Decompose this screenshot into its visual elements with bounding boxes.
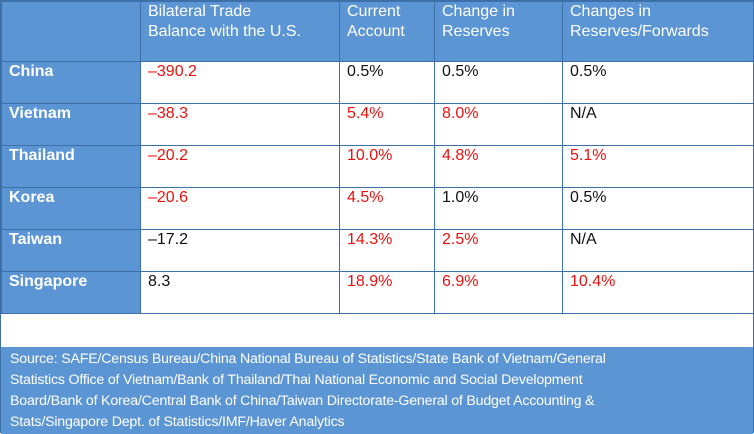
country-cell: Vietnam [1, 103, 141, 146]
header-cell-current-account: Current Account [339, 1, 435, 62]
value-cell: 10.4% [562, 271, 754, 314]
source-line: Board/Bank of Korea/Central Bank of Chin… [10, 393, 595, 409]
source-note: Source: SAFE/Census Bureau/China Nationa… [1, 347, 753, 434]
value-cell: 4.5% [339, 187, 435, 230]
country-cell: Thailand [1, 145, 141, 188]
table-row: Singapore 8.3 18.9% 6.9% 10.4% [1, 271, 754, 314]
value-cell: –20.2 [140, 145, 340, 188]
table-row: Thailand –20.2 10.0% 4.8% 5.1% [1, 145, 754, 188]
value-cell: N/A [562, 103, 754, 146]
value-cell: 10.0% [339, 145, 435, 188]
value-cell: –390.2 [140, 61, 340, 104]
value-cell: 5.1% [562, 145, 754, 188]
table-row: China –390.2 0.5% 0.5% 0.5% [1, 61, 754, 104]
table-row: Taiwan –17.2 14.3% 2.5% N/A [1, 229, 754, 272]
trade-balance-table: Bilateral Trade Balance with the U.S. Cur… [1, 1, 754, 314]
value-cell: N/A [562, 229, 754, 272]
header-cell-reserves-forwards: Changes in Reserves/Forwards [562, 1, 754, 62]
header-cell-bilateral-trade: Bilateral Trade Balance with the U.S. [140, 1, 340, 62]
country-cell: Taiwan [1, 229, 141, 272]
country-cell: Korea [1, 187, 141, 230]
header-cell-blank [1, 1, 141, 62]
source-line: Stats/Singapore Dept. of Statistics/IMF/… [10, 414, 345, 430]
value-cell: 5.4% [339, 103, 435, 146]
value-cell: –17.2 [140, 229, 340, 272]
value-cell: 18.9% [339, 271, 435, 314]
value-cell: 1.0% [434, 187, 563, 230]
value-cell: 6.9% [434, 271, 563, 314]
value-cell: 2.5% [434, 229, 563, 272]
value-cell: –38.3 [140, 103, 340, 146]
header-cell-change-in-reserves: Change in Reserves [434, 1, 563, 62]
country-cell: China [1, 61, 141, 104]
value-cell: 0.5% [434, 61, 563, 104]
value-cell: 0.5% [562, 187, 754, 230]
value-cell: 0.5% [562, 61, 754, 104]
header-row: Bilateral Trade Balance with the U.S. Cur… [1, 1, 754, 62]
source-line: Statistics Office of Vietnam/Bank of Tha… [10, 372, 583, 388]
table-row: Korea –20.6 4.5% 1.0% 0.5% [1, 187, 754, 230]
value-cell: 4.8% [434, 145, 563, 188]
value-cell: 8.3 [140, 271, 340, 314]
value-cell: 8.0% [434, 103, 563, 146]
source-line: Source: SAFE/Census Bureau/China Nationa… [10, 351, 606, 367]
value-cell: 14.3% [339, 229, 435, 272]
country-cell: Singapore [1, 271, 141, 314]
value-cell: –20.6 [140, 187, 340, 230]
table-row: Vietnam –38.3 5.4% 8.0% N/A [1, 103, 754, 146]
value-cell: 0.5% [339, 61, 435, 104]
